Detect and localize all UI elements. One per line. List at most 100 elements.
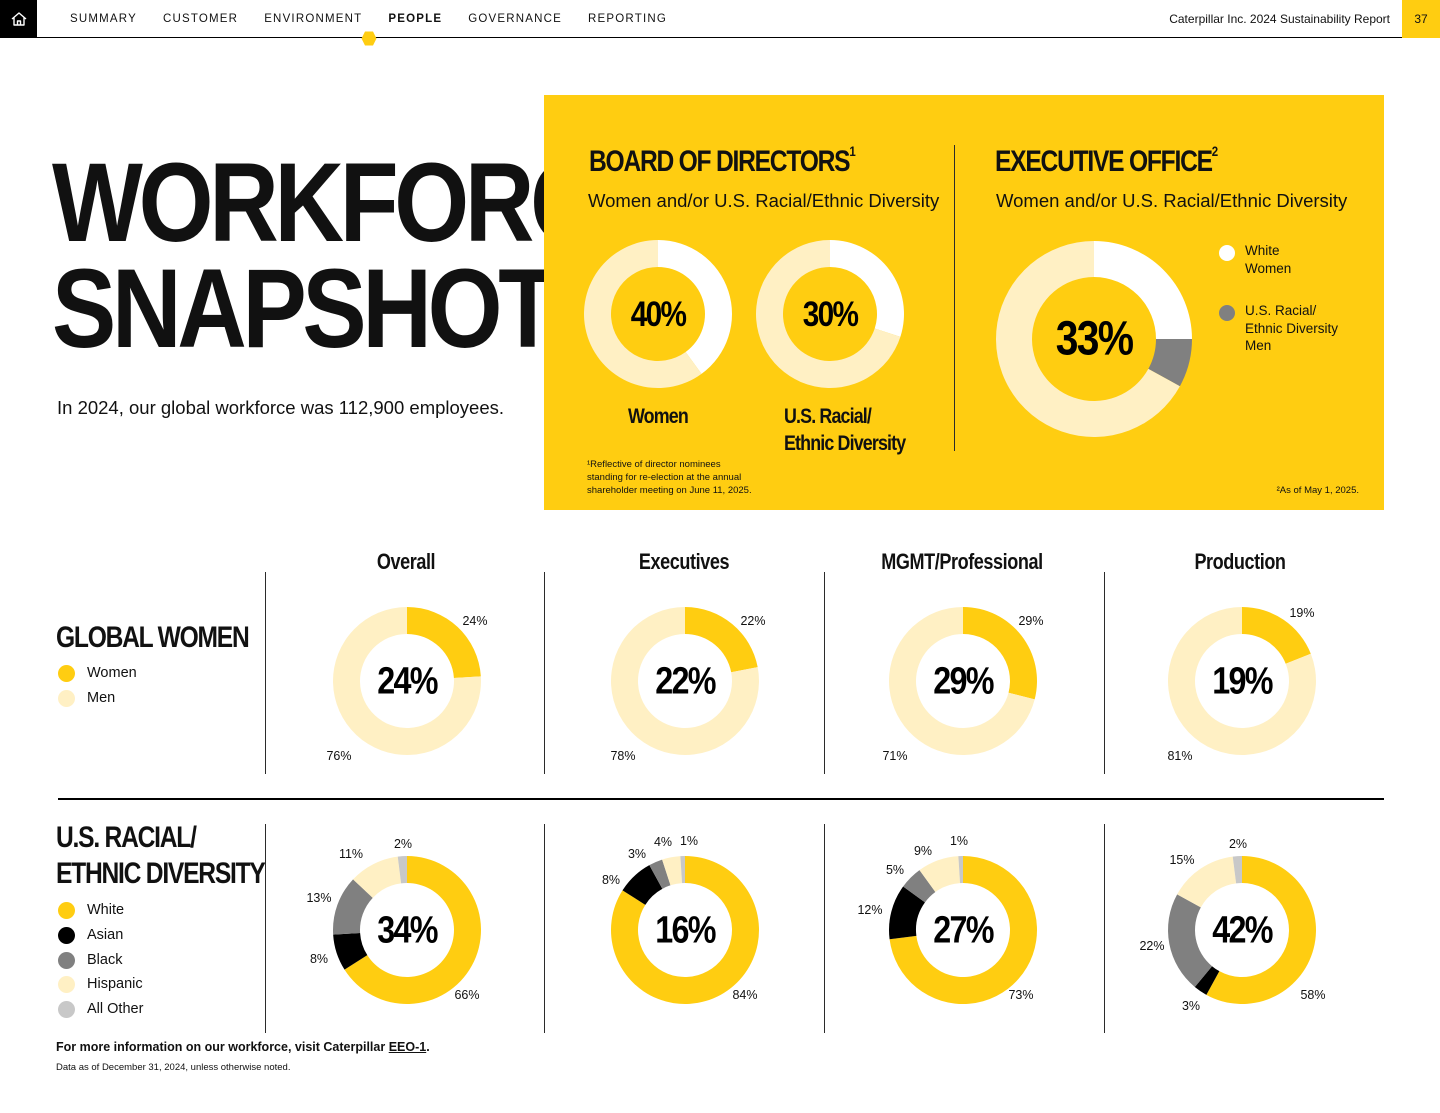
diversity-executives-label-white: 84% xyxy=(732,988,757,1002)
board-heading: BOARD OF DIRECTORS1 xyxy=(589,143,856,179)
diversity-executives-slice-hispanic xyxy=(662,856,683,886)
women-executives-center-value: 22% xyxy=(655,660,716,702)
nav-menu: SUMMARY CUSTOMER ENVIRONMENT PEOPLE GOVE… xyxy=(70,0,693,38)
executive-office-slices xyxy=(996,241,1192,437)
diversity-overall-slice-white xyxy=(344,856,481,1004)
board-women-donut: 40% xyxy=(584,240,732,388)
legend-all-other-dot xyxy=(58,1000,75,1018)
page-title-line-2: SNAPSHOT xyxy=(52,246,557,371)
executive-office-heading: EXECUTIVE OFFICE2 xyxy=(995,143,1218,179)
diversity-overall-slice-asian xyxy=(333,932,368,970)
diversity-overall-label-hispanic: 11% xyxy=(339,847,363,861)
board-heading-text: BOARD OF DIRECTORS xyxy=(589,145,851,178)
women-executives-slice-women xyxy=(685,607,758,673)
legend-black: Black xyxy=(58,950,122,970)
diversity-overall-slice-all-other xyxy=(397,856,407,884)
legend-men: Men xyxy=(58,688,115,708)
board-heading-footnote-mark: 1 xyxy=(849,143,855,159)
women-executives-label-men: 78% xyxy=(610,749,635,763)
board-footnote-line-1: ¹Reflective of director nominees xyxy=(587,459,721,470)
diversity-executives-center-value: 16% xyxy=(655,909,716,951)
board-women-slice-women xyxy=(658,240,732,374)
diversity-executives-label-hispanic: 4% xyxy=(654,835,672,849)
diversity-production-slice-hispanic xyxy=(1177,856,1237,908)
diversity-mgmt-slice-hispanic xyxy=(919,856,961,892)
women-production-label-men: 81% xyxy=(1167,749,1192,763)
diversity-executives-label-black: 3% xyxy=(628,847,646,861)
executive-office-slice-diversity-men xyxy=(1148,339,1192,387)
diversity-mgmt-label-black: 5% xyxy=(886,863,904,877)
diversity-executives-slice-all-other xyxy=(680,856,685,884)
executive-office-center-value: 33% xyxy=(1056,313,1134,366)
diversity-executives-donut: 16% 84% 8% 3% 4% 1% xyxy=(602,834,759,1004)
diversity-mgmt-label-white: 73% xyxy=(1008,988,1033,1002)
diversity-overall-slice-black xyxy=(333,879,373,935)
executive-office-subtitle: Women and/or U.S. Racial/Ethnic Diversit… xyxy=(996,190,1348,211)
diversity-executives-label-all-other: 1% xyxy=(680,834,698,848)
legend-diversity-men-line-1: U.S. Racial/ xyxy=(1245,303,1317,318)
diversity-mgmt-donut: 27% 73% 12% 5% 9% 1% xyxy=(857,834,1037,1004)
diversity-mgmt-label-hispanic: 9% xyxy=(914,844,932,858)
women-production-center-value: 19% xyxy=(1212,660,1273,702)
women-overall-slice-men xyxy=(333,607,481,755)
nav-reporting[interactable]: REPORTING xyxy=(588,13,667,25)
legend-diversity-men-dot xyxy=(1219,305,1235,321)
women-overall-chart: 24% 24% 76% xyxy=(326,607,488,763)
legend-diversity-men: U.S. Racial/ Ethnic Diversity Men xyxy=(1245,302,1338,355)
footer-more-info: For more information on our workforce, v… xyxy=(56,1040,430,1054)
women-overall-center-value: 24% xyxy=(377,660,438,702)
legend-white-dot xyxy=(58,901,75,919)
board-diversity-center-value: 30% xyxy=(803,295,859,334)
women-production-label-women: 19% xyxy=(1289,606,1314,620)
footer-more-text: For more information on our workforce, v… xyxy=(56,1040,389,1054)
diversity-overall-label-asian: 8% xyxy=(310,952,328,966)
divider xyxy=(265,824,266,1033)
diversity-executives-chart: 16% 84% 8% 3% 4% 1% xyxy=(602,834,759,1004)
legend-white-women: White Women xyxy=(1245,242,1291,277)
nav-customer[interactable]: CUSTOMER xyxy=(162,13,239,25)
legend-asian-label: Asian xyxy=(87,927,124,943)
women-overall-label-women: 24% xyxy=(462,614,487,628)
legend-hispanic-label: Hispanic xyxy=(87,976,143,992)
diversity-overall-chart: 34% 66% 8% 13% 11% 2% xyxy=(306,837,481,1004)
women-executives-donut: 22% 22% 78% xyxy=(610,607,766,763)
diversity-mgmt-label-all-other: 1% xyxy=(950,834,968,848)
diversity-production-slice-black xyxy=(1168,894,1213,988)
diversity-mgmt-slice-black xyxy=(903,870,936,903)
active-indicator-hexagon-icon xyxy=(361,31,377,46)
nav-people[interactable]: PEOPLE xyxy=(388,13,443,25)
column-heading-overall: Overall xyxy=(376,549,436,574)
women-overall-donut: 24% 24% 76% xyxy=(326,607,488,763)
data-as-of-note: Data as of December 31, 2024, unless oth… xyxy=(56,1062,291,1073)
diversity-production-label-white: 58% xyxy=(1300,988,1325,1002)
legend-men-label: Men xyxy=(87,690,116,706)
legend-hispanic-dot xyxy=(58,975,75,993)
divider xyxy=(1104,572,1105,774)
eeo1-link[interactable]: EEO-1 xyxy=(388,1040,427,1054)
section-divider xyxy=(58,798,1384,800)
diversity-production-donut: 42% 58% 3% 22% 15% 2% xyxy=(1139,837,1325,1013)
column-heading-executives: Executives xyxy=(638,549,730,574)
legend-asian-dot xyxy=(58,926,75,944)
divider xyxy=(265,572,266,774)
nav-summary[interactable]: SUMMARY xyxy=(70,13,137,25)
divider xyxy=(1104,824,1105,1033)
diversity-mgmt-label-asian: 12% xyxy=(857,903,882,917)
legend-white-women-line-2: Women xyxy=(1245,260,1292,276)
legend-diversity-men-line-3: Men xyxy=(1245,338,1272,353)
top-navigation: SUMMARY CUSTOMER ENVIRONMENT PEOPLE GOVE… xyxy=(0,0,1440,46)
divider xyxy=(544,572,545,774)
nav-governance[interactable]: GOVERNANCE xyxy=(468,13,563,25)
home-button[interactable] xyxy=(0,0,37,38)
executive-office-heading-footnote-mark: 2 xyxy=(1211,143,1218,159)
board-diversity-label: U.S. Racial/ Ethnic Diversity xyxy=(784,403,906,457)
board-footnote-line-3: shareholder meeting on June 11, 2025. xyxy=(587,485,752,496)
diversity-production-label-asian: 3% xyxy=(1182,999,1200,1013)
board-diversity-slice-other xyxy=(756,240,901,388)
nav-environment[interactable]: ENVIRONMENT xyxy=(264,13,363,25)
executive-office-heading-text: EXECUTIVE OFFICE xyxy=(995,145,1213,178)
legend-white-women-line-1: White xyxy=(1245,243,1280,258)
board-diversity-slices xyxy=(756,240,904,388)
diversity-title-line-1: U.S. RACIAL/ xyxy=(56,821,197,854)
legend-women: Women xyxy=(58,663,137,683)
